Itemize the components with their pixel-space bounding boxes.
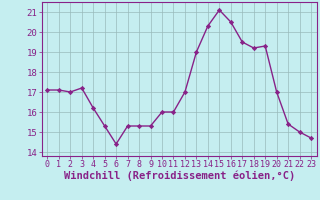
X-axis label: Windchill (Refroidissement éolien,°C): Windchill (Refroidissement éolien,°C) (64, 171, 295, 181)
